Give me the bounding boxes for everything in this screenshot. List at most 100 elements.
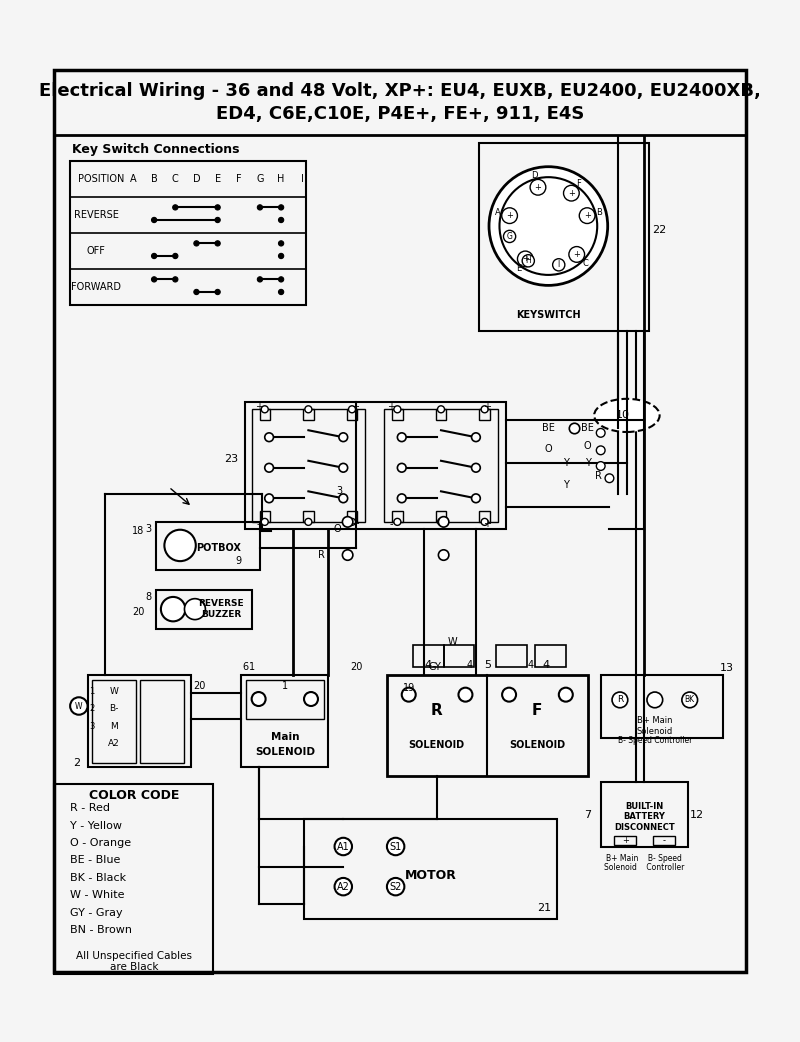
Text: GY: GY [429, 662, 442, 672]
Text: +: + [483, 520, 491, 529]
Text: 5: 5 [484, 660, 490, 670]
Bar [245, 402, 506, 529]
Circle shape [570, 423, 580, 433]
Text: E: E [516, 265, 521, 273]
Text: OFF: OFF [87, 246, 106, 255]
Circle shape [481, 405, 488, 413]
Circle shape [596, 462, 605, 470]
Bar [303, 410, 314, 420]
Bar [653, 836, 675, 845]
Circle shape [559, 688, 573, 701]
Bar [601, 675, 723, 739]
Text: S1: S1 [390, 842, 402, 851]
Text: 21: 21 [537, 903, 551, 914]
Circle shape [173, 277, 178, 282]
Circle shape [173, 205, 178, 210]
Bar [259, 512, 270, 522]
Circle shape [215, 241, 220, 246]
Text: B- Speed Controller: B- Speed Controller [618, 737, 692, 745]
Text: R - Red: R - Red [70, 803, 110, 813]
Circle shape [503, 230, 516, 243]
Circle shape [394, 405, 401, 413]
Text: H: H [278, 174, 285, 183]
Text: 19: 19 [402, 683, 415, 693]
Circle shape [398, 464, 406, 472]
Circle shape [518, 251, 533, 267]
Circle shape [522, 254, 534, 267]
Circle shape [471, 494, 480, 502]
Circle shape [278, 290, 284, 295]
Text: 23: 23 [225, 454, 238, 464]
Text: C: C [582, 258, 588, 268]
Bar [346, 512, 358, 522]
Text: Y - Yellow: Y - Yellow [70, 820, 122, 830]
Circle shape [305, 518, 312, 525]
Circle shape [339, 494, 348, 502]
Text: SOLENOID: SOLENOID [409, 740, 465, 750]
Circle shape [278, 218, 284, 223]
Circle shape [682, 692, 698, 708]
Text: O: O [584, 441, 591, 451]
Bar [246, 679, 324, 719]
Circle shape [262, 518, 268, 525]
Text: Electrical Wiring - 36 and 48 Volt, XP+: EU4, EUXB, EU2400, EU2400XB,: Electrical Wiring - 36 and 48 Volt, XP+:… [39, 81, 761, 100]
Bar [444, 645, 474, 667]
Circle shape [334, 878, 352, 895]
Circle shape [278, 205, 284, 210]
Bar [479, 512, 490, 522]
Circle shape [596, 446, 605, 454]
Circle shape [438, 518, 445, 525]
Bar [436, 410, 446, 420]
Circle shape [612, 692, 628, 708]
Text: H: H [526, 256, 531, 266]
Text: GY - Gray: GY - Gray [70, 908, 122, 918]
Text: O: O [545, 444, 552, 453]
Text: 1: 1 [282, 680, 288, 691]
Text: 9: 9 [235, 556, 242, 566]
Bar [535, 645, 566, 667]
Bar [614, 836, 636, 845]
Bar [384, 410, 498, 522]
Circle shape [215, 218, 220, 223]
Text: +: + [584, 212, 590, 220]
Bar [478, 143, 649, 330]
Circle shape [458, 688, 473, 701]
Text: FORWARD: FORWARD [71, 281, 122, 292]
Text: O - Orange: O - Orange [70, 838, 131, 848]
Circle shape [339, 432, 348, 442]
Text: F: F [532, 703, 542, 718]
Text: W: W [75, 701, 82, 711]
Circle shape [173, 253, 178, 258]
Text: +: + [506, 212, 513, 220]
Text: D: D [531, 171, 538, 180]
Circle shape [471, 432, 480, 442]
Text: 8: 8 [146, 592, 152, 602]
Circle shape [502, 207, 518, 223]
Text: +: + [534, 182, 542, 192]
Text: 13: 13 [720, 664, 734, 673]
Text: B+ Main    B- Speed: B+ Main B- Speed [606, 854, 682, 863]
Text: 10: 10 [615, 411, 630, 420]
Text: 1: 1 [249, 662, 254, 672]
Text: 3: 3 [90, 721, 94, 730]
Circle shape [265, 432, 274, 442]
Circle shape [647, 692, 662, 708]
Bar [156, 522, 260, 570]
Circle shape [164, 529, 196, 562]
Bar [601, 782, 688, 847]
Text: 4: 4 [424, 660, 431, 670]
Text: 4: 4 [466, 660, 473, 670]
Text: BATTERY: BATTERY [623, 813, 666, 821]
Circle shape [252, 692, 266, 706]
Bar [140, 679, 183, 763]
Text: REVERSE: REVERSE [74, 209, 118, 220]
Bar [92, 679, 135, 763]
Circle shape [489, 167, 608, 286]
Text: Solenoid: Solenoid [637, 727, 673, 736]
Text: COLOR CODE: COLOR CODE [89, 789, 179, 801]
Circle shape [151, 253, 157, 258]
Circle shape [305, 405, 312, 413]
Bar [346, 410, 358, 420]
Circle shape [398, 432, 406, 442]
Circle shape [605, 474, 614, 482]
